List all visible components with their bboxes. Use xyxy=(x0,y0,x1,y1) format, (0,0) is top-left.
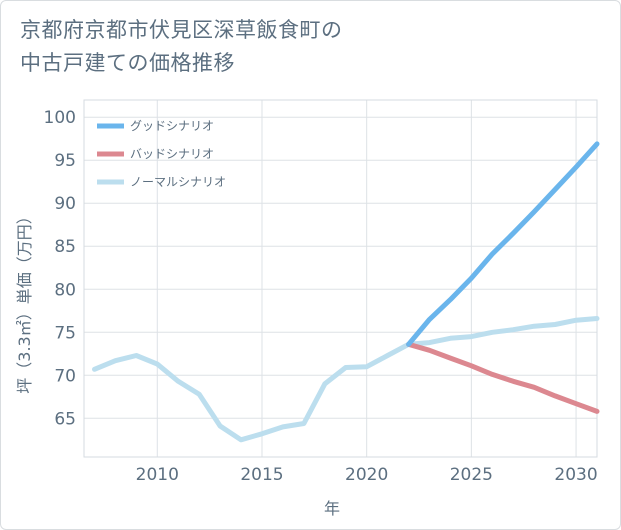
y-tick-label: 65 xyxy=(54,409,76,429)
series-line-0 xyxy=(406,141,600,347)
x-tick-label: 2025 xyxy=(450,465,493,485)
y-axis-ticks: 65 70 75 80 85 90 95 100 xyxy=(44,108,76,429)
series-line-1 xyxy=(406,341,600,414)
chart-title-line-1: 京都府京都市伏見区深草飯食町の xyxy=(20,18,343,42)
x-axis-label: 年 xyxy=(324,499,340,518)
y-tick-label: 90 xyxy=(54,194,76,214)
y-tick-label: 85 xyxy=(54,237,76,257)
y-tick-label: 95 xyxy=(54,151,76,171)
x-tick-label: 2020 xyxy=(345,465,388,485)
y-tick-label: 75 xyxy=(54,323,76,343)
x-tick-label: 2010 xyxy=(136,465,179,485)
legend-label: バッドシナリオ xyxy=(130,147,214,161)
x-tick-label: 2030 xyxy=(554,465,597,485)
chart-title: 京都府京都市伏見区深草飯食町の 中古戸建ての価格推移 xyxy=(20,14,580,80)
series-lines xyxy=(92,141,600,443)
x-tick-label: 2015 xyxy=(240,465,283,485)
y-tick-label: 80 xyxy=(54,280,76,300)
y-axis-label: 坪（3.3㎡）単価（万円） xyxy=(15,208,34,393)
y-tick-label: 70 xyxy=(54,366,76,386)
chart-title-line-2: 中古戸建ての価格推移 xyxy=(20,51,235,75)
x-axis-ticks: 2010 2015 2020 2025 2030 xyxy=(136,465,598,485)
legend-label: ノーマルシナリオ xyxy=(130,175,226,189)
y-tick-label: 100 xyxy=(44,108,76,128)
series-line-2 xyxy=(92,316,600,443)
legend-label: グッドシナリオ xyxy=(130,119,214,133)
plot-area-border xyxy=(83,99,598,458)
